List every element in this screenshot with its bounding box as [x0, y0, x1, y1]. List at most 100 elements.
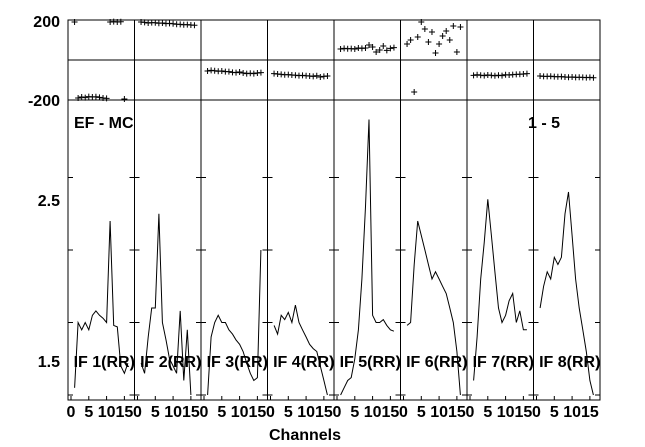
- phase-point: [436, 41, 443, 47]
- x-axis-tick-label: 10: [297, 404, 315, 421]
- phase-point: [121, 96, 128, 102]
- x-axis-tick-label: 15: [182, 404, 200, 421]
- phase-point: [310, 73, 317, 80]
- phase-point: [425, 39, 432, 45]
- phase-point: [376, 47, 383, 53]
- panel-group: [470, 70, 530, 381]
- panel-group: [337, 42, 397, 396]
- x-axis-tick-label: 5: [350, 404, 359, 421]
- x-axis-tick-label: 0: [466, 404, 475, 421]
- x-axis-tick-label: 5: [217, 404, 226, 421]
- x-axis-tick-label: 0: [133, 404, 142, 421]
- x-axis-tick-label: 5: [284, 404, 293, 421]
- panel-label: IF 2(RR): [140, 354, 201, 371]
- amplitude-series-line: [207, 249, 262, 396]
- phase-point: [204, 68, 211, 74]
- x-axis-tick-label: 15: [514, 404, 532, 421]
- phase-point: [351, 46, 358, 52]
- phase-point: [141, 19, 148, 26]
- x-axis-tick-label: 5: [84, 404, 93, 421]
- panel-group: [138, 19, 198, 396]
- amplitude-series-line: [74, 220, 129, 388]
- phase-point: [317, 74, 324, 80]
- phase-point: [407, 37, 414, 43]
- amplitude-series-line: [273, 304, 328, 396]
- phase-point: [240, 70, 247, 76]
- phase-point: [159, 20, 166, 26]
- phase-point: [78, 94, 85, 100]
- phase-point: [457, 24, 464, 30]
- amplitude-series-line: [406, 220, 461, 396]
- phase-point: [191, 22, 198, 29]
- x-axis-tick-label: 0: [67, 404, 76, 421]
- phase-point: [383, 47, 390, 54]
- x-axis-tick-label: 15: [115, 404, 133, 421]
- phase-point: [225, 68, 232, 75]
- phase-point: [414, 34, 421, 40]
- amplitude-series-line: [473, 199, 527, 381]
- chart-title-left: EF - MC: [74, 115, 134, 132]
- phase-point: [446, 37, 453, 43]
- phase-point: [411, 89, 418, 95]
- phase-point: [380, 43, 387, 49]
- phase-axis-tick-label-top: 200: [33, 14, 60, 31]
- phase-point: [453, 49, 460, 55]
- panel-label: IF 6(RR): [406, 354, 467, 371]
- x-axis-tick-label: 10: [231, 404, 249, 421]
- x-axis-tick-label: 0: [200, 404, 209, 421]
- amplitude-series-line: [340, 119, 395, 396]
- panel-frames: [67, 19, 601, 401]
- x-axis-tick-label: 15: [581, 404, 599, 421]
- phase-point: [96, 94, 103, 101]
- phase-point: [71, 19, 78, 25]
- panel-label: IF 7(RR): [473, 354, 534, 371]
- x-axis-tick-label: 15: [315, 404, 333, 421]
- phase-point: [432, 50, 439, 56]
- panel-label: IF 8(RR): [539, 354, 600, 371]
- panel-group: [404, 19, 464, 396]
- x-axis-tick-label: 5: [417, 404, 426, 421]
- phase-point: [470, 72, 477, 79]
- x-axis-tick-label: 10: [497, 404, 515, 421]
- phase-point: [491, 72, 498, 79]
- phase-axis-tick-label-bottom: -200: [28, 93, 60, 110]
- panel-group: [204, 67, 264, 396]
- phase-point: [390, 44, 397, 51]
- phase-point: [257, 69, 264, 76]
- amplitude-axis-tick-label-bottom: 1.5: [38, 354, 60, 371]
- x-axis-tick-label: 10: [563, 404, 581, 421]
- amplitude-series-line: [539, 191, 594, 396]
- phase-point: [366, 42, 373, 48]
- phase-point: [428, 29, 435, 35]
- panel-group: [71, 18, 129, 388]
- panel-group: [537, 73, 597, 396]
- phase-point: [439, 33, 446, 39]
- phase-point: [324, 73, 331, 79]
- x-axis-tick-label: 0: [333, 404, 342, 421]
- phase-point: [313, 72, 320, 79]
- x-axis-tick-label: 0: [532, 404, 541, 421]
- x-axis-tick-label: 10: [164, 404, 182, 421]
- x-axis-tick-label: 0: [266, 404, 275, 421]
- phase-point: [250, 70, 257, 77]
- panel-group: [271, 70, 331, 396]
- x-axis-tick-label: 15: [248, 404, 266, 421]
- phase-point: [236, 69, 243, 75]
- x-axis-tick-label: 10: [430, 404, 448, 421]
- phase-point: [218, 68, 225, 74]
- phase-point: [590, 74, 597, 81]
- chart-labels: 200 -200 2.5 1.5 EF - MC 1 - 5 Channels …: [28, 14, 600, 444]
- phase-point: [75, 95, 82, 101]
- x-axis-tick-label: 5: [550, 404, 559, 421]
- x-axis-label: Channels: [269, 427, 341, 442]
- phase-point: [387, 45, 394, 52]
- phase-point: [103, 95, 110, 102]
- phase-point: [117, 18, 124, 25]
- panel-label: IF 3(RR): [207, 354, 268, 371]
- x-axis-tick-label: 5: [151, 404, 160, 421]
- x-axis-tick-label: 10: [364, 404, 382, 421]
- phase-point: [523, 70, 530, 77]
- phase-point: [369, 44, 376, 50]
- phase-point: [499, 72, 506, 79]
